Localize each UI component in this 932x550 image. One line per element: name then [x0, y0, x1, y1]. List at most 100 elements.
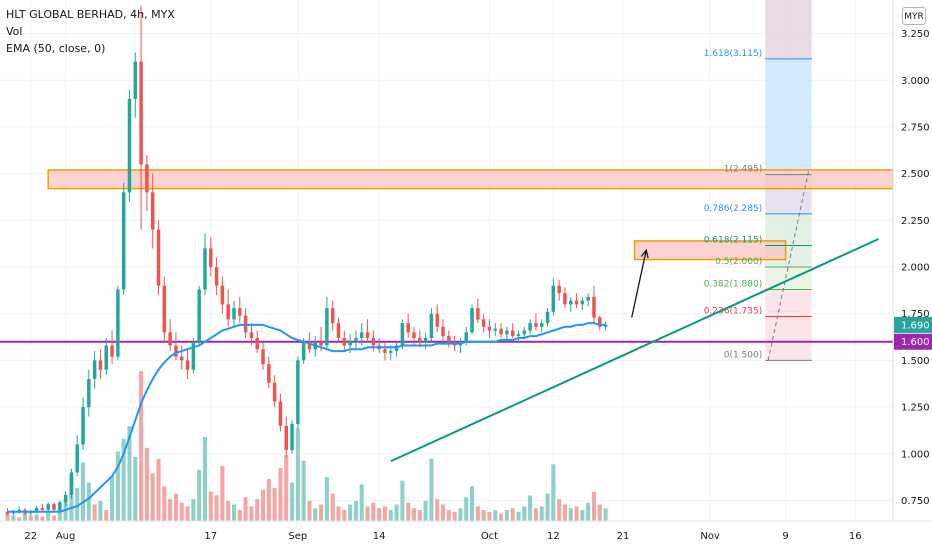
volume-bar: [301, 460, 306, 521]
volume-bar: [551, 464, 556, 521]
candle-body: [441, 326, 445, 337]
candle-body: [290, 423, 294, 451]
volume-bar: [487, 511, 492, 521]
volume-bar: [202, 436, 207, 521]
candle-body: [342, 337, 347, 346]
candle-body: [168, 332, 172, 346]
volume-bar: [545, 493, 550, 521]
candle-body: [40, 507, 45, 510]
volume-bar: [481, 510, 486, 521]
fib-level-label: 0.5(2.000): [715, 257, 762, 267]
time-axis: [0, 521, 932, 550]
candle-body: [429, 313, 434, 338]
candle-body: [319, 341, 323, 346]
volume-bar: [417, 510, 422, 521]
candle-body: [110, 345, 114, 357]
volume-bar: [365, 506, 370, 521]
fib-level-label: 0.382(1.880): [704, 279, 763, 289]
candle-body: [499, 328, 503, 335]
volume-bar: [446, 510, 451, 521]
candle-body: [255, 337, 259, 350]
volume-bar: [17, 517, 22, 521]
volume-bar: [539, 506, 544, 521]
price-axis: [893, 0, 932, 550]
candle-body: [406, 323, 410, 333]
time-tick-label: Nov: [700, 531, 720, 542]
volume-bar: [336, 506, 341, 521]
volume-bar: [98, 500, 103, 521]
volume-bar: [133, 456, 138, 521]
volume-bar: [603, 508, 608, 521]
candle-body: [52, 504, 56, 510]
fib-band: [765, 316, 812, 361]
candle-body: [127, 98, 132, 193]
candle-body: [63, 494, 68, 503]
candle-body: [487, 326, 492, 331]
projection-dashed-line: [767, 169, 810, 361]
candle-body: [278, 401, 283, 426]
fib-level-label: 0(1.500): [724, 350, 763, 360]
volume-bar: [359, 484, 364, 521]
candle-body: [267, 364, 271, 383]
price-tick-label: 1.750: [901, 309, 930, 320]
candle-body: [545, 311, 550, 324]
volume-bar: [139, 371, 144, 521]
candle-body: [516, 334, 521, 337]
volume-bar: [319, 504, 324, 521]
volume-bar: [75, 488, 80, 521]
candle-body: [447, 336, 451, 342]
resistance-zone: [47, 169, 894, 190]
volume-bar: [115, 451, 120, 521]
currency-button[interactable]: MYR: [902, 7, 926, 25]
candle-body: [481, 319, 486, 327]
last-price-tag: [894, 316, 932, 333]
candle-body: [325, 308, 329, 346]
candle-body: [534, 323, 538, 327]
volume-bar: [475, 506, 480, 521]
volume-bar: [46, 511, 51, 521]
candle-body: [104, 345, 108, 370]
volume-bar: [499, 513, 504, 521]
candle-body: [203, 248, 207, 290]
candle-body: [493, 328, 498, 331]
volume-bar: [371, 502, 376, 521]
volume-bar: [92, 504, 97, 521]
candle-body: [557, 285, 561, 294]
candle-body: [197, 289, 201, 342]
volume-bar: [173, 493, 178, 521]
price-tick-label: 2.500: [901, 169, 930, 180]
volume-bar: [197, 469, 202, 521]
volume-bar: [388, 510, 393, 521]
candle-body: [586, 296, 590, 301]
volume-bar: [342, 510, 347, 521]
volume-bar: [226, 500, 231, 521]
volume-bar: [255, 499, 260, 521]
candle-body: [116, 289, 120, 357]
candle-body: [330, 308, 335, 324]
volume-bar: [110, 477, 115, 521]
volume-bar: [220, 466, 225, 521]
volume-bar: [562, 504, 567, 521]
volume-bar: [150, 473, 155, 521]
legend-title: HLT GLOBAL BERHAD, 4h, MYX: [6, 8, 175, 21]
candle-body: [348, 341, 352, 346]
candle-body: [133, 61, 138, 99]
candle-body: [34, 507, 39, 512]
time-tick-label: Oct: [481, 531, 498, 542]
time-tick-label: 22: [24, 531, 37, 542]
volume-bar: [278, 467, 283, 521]
candle-body: [156, 229, 161, 286]
candle-body: [92, 360, 97, 380]
candle-body: [214, 267, 219, 286]
volume-bar: [104, 510, 109, 521]
candle-body: [75, 444, 79, 473]
candle-body: [69, 472, 74, 495]
candle-body: [226, 304, 230, 320]
candle-body: [580, 300, 585, 305]
fib-level-label: 0.786(2.285): [704, 204, 763, 214]
candle-body: [505, 330, 509, 335]
volume-bar: [394, 504, 399, 521]
candle-body: [418, 337, 422, 342]
candle-body: [359, 332, 364, 338]
